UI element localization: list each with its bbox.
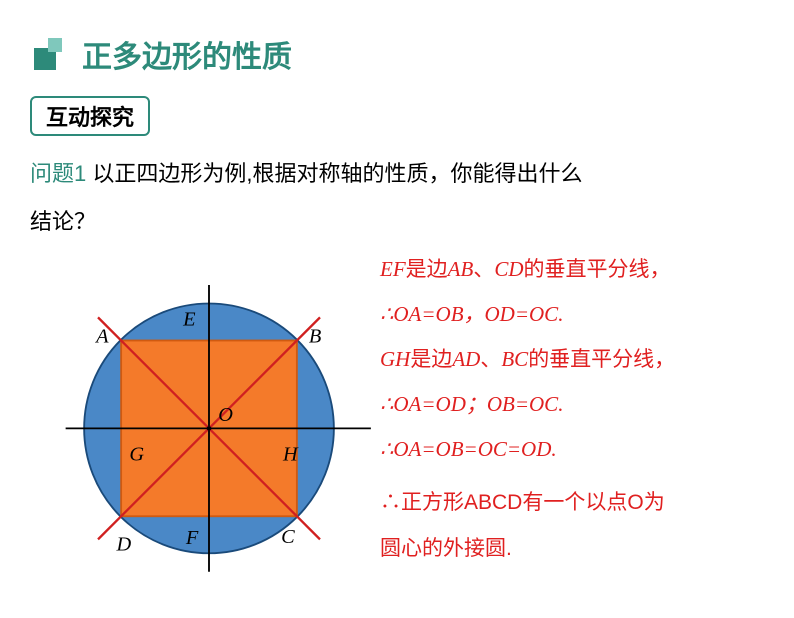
label-D: D	[116, 533, 132, 555]
label-H: H	[282, 444, 299, 466]
diagram: A B C D E F G H O	[0, 247, 380, 618]
conclusion-6: ∴正方形ABCD有一个以点O为	[380, 480, 772, 525]
conclusion-5: ∴OA=OB=OC=OD.	[380, 427, 772, 472]
content-row: A B C D E F G H O EF是边AB、CD的垂直平分线， ∴OA=O…	[0, 247, 794, 618]
subtitle-badge: 互动探究	[30, 96, 150, 136]
label-A: A	[94, 325, 109, 347]
question-line2: 结论？	[30, 209, 96, 234]
conclusion-1: EF是边AB、CD的垂直平分线，	[380, 247, 772, 292]
conclusion-3: GH是边AD、BC的垂直平分线，	[380, 337, 772, 382]
page-title: 正多边形的性质	[82, 32, 292, 76]
conclusion-4: ∴OA=OD；OB=OC.	[380, 382, 772, 427]
label-B: B	[309, 325, 321, 347]
label-C: C	[281, 526, 295, 548]
label-O: O	[218, 404, 233, 426]
header-icon	[34, 36, 70, 72]
question-text: 问题1 以正四边形为例,根据对称轴的性质，你能得出什么 结论？	[30, 150, 764, 247]
conclusions: EF是边AB、CD的垂直平分线， ∴OA=OB，OD=OC. GH是边AD、BC…	[380, 247, 794, 618]
question-line1: 以正四边形为例,根据对称轴的性质，你能得出什么	[86, 161, 582, 186]
conclusion-2: ∴OA=OB，OD=OC.	[380, 292, 772, 337]
label-G: G	[129, 444, 144, 466]
label-E: E	[182, 308, 196, 330]
label-F: F	[185, 527, 199, 549]
conclusion-7: 圆心的外接圆.	[380, 526, 772, 571]
question-label: 问题1	[30, 161, 86, 186]
header: 正多边形的性质	[0, 0, 794, 76]
